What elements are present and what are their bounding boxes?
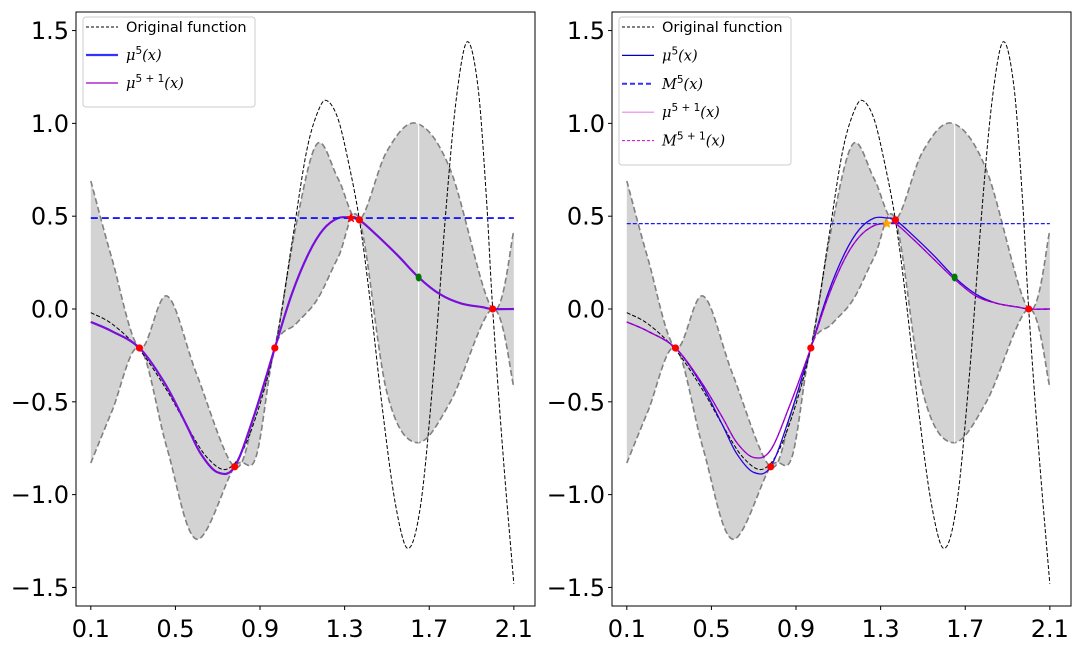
legend-superscript: 5	[671, 45, 678, 57]
observation-point	[1025, 305, 1032, 312]
confidence-band	[91, 123, 514, 539]
x-tick-label: 1.7	[410, 615, 448, 643]
plot-area	[91, 42, 514, 584]
y-tick-label: −0.5	[11, 388, 69, 416]
observation-point	[672, 344, 679, 351]
legend-argument: (x)	[700, 105, 720, 121]
legend-argument: (x)	[678, 48, 698, 64]
new-sample-point	[416, 273, 422, 281]
observation-point	[136, 344, 143, 351]
observation-point	[356, 216, 363, 223]
x-tick-label: 0.9	[777, 615, 815, 643]
legend-superscript: 5	[135, 45, 142, 57]
y-tick-label: 0.5	[567, 203, 605, 231]
observation-point	[489, 305, 496, 312]
legend-symbol: μ	[662, 48, 671, 64]
legend-superscript: 5 + 1	[677, 131, 706, 143]
x-tick-label: 0.5	[692, 615, 730, 643]
legend-symbol: μ	[126, 48, 135, 64]
right-axes: 0.1 0.5 0.9 1.3 1.7 2.1 1.5 1.0 0.5 0.0 −0.5 −1.0 −1…	[547, 12, 1071, 643]
legend-label: Original function	[126, 20, 247, 36]
x-tick-label: 0.5	[156, 615, 194, 643]
observation-point	[892, 216, 899, 223]
new-sample-point	[952, 273, 958, 281]
legend-superscript: 5	[677, 74, 684, 86]
legend-argument: (x)	[164, 76, 184, 92]
legend-symbol: μ	[662, 105, 671, 121]
legend-argument: (x)	[142, 48, 162, 64]
x-tick-label: 1.3	[326, 615, 364, 643]
observation-point	[807, 344, 814, 351]
y-tick-label: 1.5	[31, 17, 69, 45]
x-tick-label: 1.7	[946, 615, 984, 643]
y-tick-label: −1.5	[547, 574, 605, 602]
observation-point	[767, 463, 774, 470]
x-tick-label: 0.1	[72, 615, 110, 643]
y-tick-label: 1.0	[567, 110, 605, 138]
x-tick-label: 0.1	[608, 615, 646, 643]
y-tick-label: −0.5	[547, 388, 605, 416]
observation-point	[231, 463, 238, 470]
x-tick-label: 1.3	[862, 615, 900, 643]
x-tick-label: 0.9	[241, 615, 279, 643]
legend-label: Original function	[662, 20, 783, 36]
legend-label: μ5(x)	[126, 45, 162, 64]
observation-point	[271, 344, 278, 351]
left-axes: 0.1 0.5 0.9 1.3 1.7 2.1 1.5 1.0 0.5 0.0 −0.5 −1.0 −1…	[11, 12, 535, 643]
legend-symbol: M	[661, 134, 678, 150]
y-tick-label: 1.5	[567, 17, 605, 45]
y-tick-label: −1.0	[11, 481, 69, 509]
legend-superscript: 5 + 1	[135, 73, 164, 85]
y-tick-label: 1.0	[31, 110, 69, 138]
legend-symbol: M	[661, 77, 678, 93]
legend-symbol: μ	[126, 76, 135, 92]
x-tick-label: 2.1	[495, 615, 533, 643]
legend-superscript: 5 + 1	[671, 102, 700, 114]
legend-argument: (x)	[684, 77, 704, 93]
y-tick-label: 0.0	[567, 296, 605, 324]
legend-argument: (x)	[706, 134, 726, 150]
legend-label: μ5(x)	[662, 45, 698, 64]
y-tick-label: −1.0	[547, 481, 605, 509]
y-tick-label: 0.5	[31, 203, 69, 231]
x-tick-label: 2.1	[1031, 615, 1069, 643]
y-tick-label: −1.5	[11, 574, 69, 602]
y-tick-label: 0.0	[31, 296, 69, 324]
confidence-band	[627, 123, 1050, 539]
